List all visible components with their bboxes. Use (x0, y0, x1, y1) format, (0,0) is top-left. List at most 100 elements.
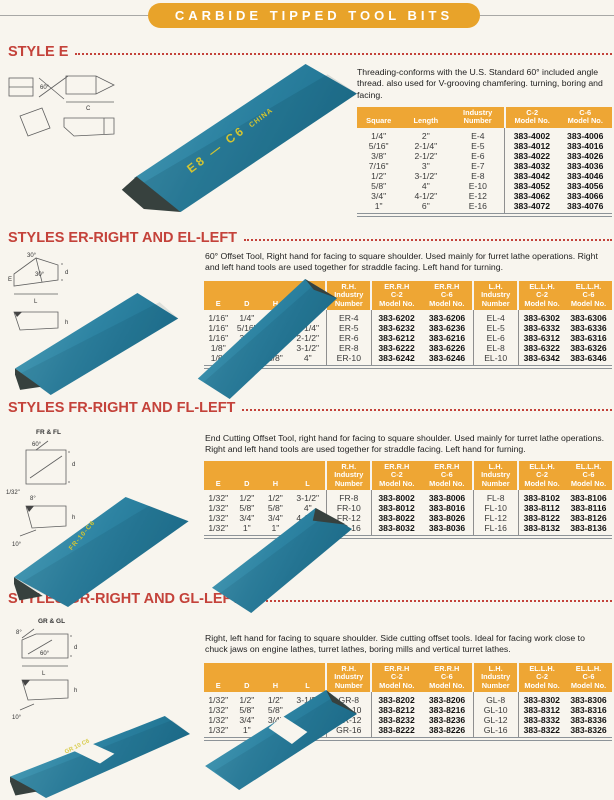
dimension-label: L (42, 671, 46, 677)
table-cell: 2" (421, 130, 430, 141)
header-row: E D H L R.H. Industry Number ER.R.H C-2 Model… (204, 461, 612, 490)
table-cell: 383-4052 (504, 180, 559, 191)
table-cell: 383-4036 (567, 160, 604, 171)
table-cell: 5/8" (267, 353, 283, 364)
spec-table-fr-fl: E D H L R.H. Industry Number ER.R.H C-2 Model… (204, 461, 612, 540)
angle-label: 10° (12, 542, 22, 548)
table-row: 1/32" 1" 1" 6" FR-16 383-8032 383-8036 FL-16 383… (204, 522, 612, 538)
er-el-diagram: 30° 30° E d L h (8, 250, 80, 346)
table-cell: ER-8 (325, 342, 372, 354)
table-cell: 383-4076 (567, 200, 604, 211)
spec-table-er-el: E D H L R.H. Industry Number ER.R.H C-2 Model… (204, 281, 612, 370)
top-view (25, 449, 67, 485)
spec-table: E D H L R.H. Industry Number ER.R.H C-2 Model… (204, 663, 612, 742)
table-cell: 3-1/2" (414, 170, 438, 181)
table-cell: 383-6212 (370, 332, 422, 343)
description-fr-fl: End Cutting Offset Tool, right hand for … (205, 433, 605, 455)
angle-label: 60° (32, 442, 42, 448)
table-row: 3/4" 4-1/2" E-12 383-4062 383-4066 (357, 190, 612, 201)
table-cell: 1/32" (208, 512, 229, 523)
table-cell: 4-1/2" (296, 512, 320, 523)
table-cell: 383-4022 (504, 150, 559, 161)
table-row: 1/4" 2" E-4 383-4002 383-4006 (357, 127, 612, 141)
table-cell: 383-8206 (428, 694, 466, 705)
table-cell: 5/8" (267, 704, 283, 715)
table-cell: GL-8 (472, 691, 519, 705)
tool-engraving: GR 10 C6 (64, 738, 91, 756)
description-style-e: Threading-conforms with the U.S. Standar… (357, 67, 603, 100)
table-row: 1/32" 3/4" 3/4" 4-1/2" GR-12 383-8232 383-8236… (204, 714, 612, 725)
table-cell: 383-6336 (570, 322, 607, 333)
tool-facet (141, 74, 357, 212)
table-cell: E-16 (468, 200, 487, 211)
table-cell: 383-6306 (570, 312, 607, 323)
table-cell: 383-8126 (570, 512, 607, 523)
style-e-diagram: 60° C (6, 70, 118, 154)
header-row: E D H L R.H. Industry Number ER.R.H C-2 Model… (204, 663, 612, 692)
table-cell: 5/8" (371, 180, 387, 191)
angle-label: 10° (12, 715, 22, 721)
table-cell: 3/4" (267, 714, 283, 725)
table-cell: 383-6332 (517, 322, 565, 333)
table-cell: 3" (421, 160, 430, 171)
table-cell: 2" (303, 312, 312, 323)
column-header: E (204, 461, 233, 490)
table-cell: 1/32" (208, 492, 229, 503)
column-header: ER.R.H C-6 Model No. (421, 461, 474, 490)
angle-label: 30° (35, 272, 45, 278)
table-cell: 1/2" (239, 342, 255, 353)
column-header: R.H. Industry Number (325, 663, 372, 692)
column-header: Length (400, 107, 452, 128)
table-cell: 383-8212 (370, 704, 422, 715)
section-heading-label: STYLES GR-RIGHT AND GL-LEFT (8, 591, 241, 607)
table-cell: 383-4046 (567, 170, 604, 181)
table-cell: GR-8 (325, 691, 372, 705)
table-cell: 6" (303, 522, 312, 533)
table-row: 1/2" 3-1/2" E-8 383-4042 383-4046 (357, 170, 612, 181)
table-cell: 1/4" (239, 312, 255, 323)
carbide-tip-mark (14, 312, 22, 317)
table-cell: E-7 (471, 160, 485, 171)
table-cell: EL-8 (472, 342, 519, 354)
table-cell: E-12 (468, 190, 487, 201)
table-cell: 383-8036 (428, 522, 466, 533)
table-cell: 383-8312 (517, 704, 565, 715)
table-cell: 1/32" (208, 502, 229, 513)
table-row: 1/16" 3/8" 3/8" 2-1/2" ER-6 383-6212 383-6216 E… (204, 332, 612, 343)
table-cell: 383-6236 (428, 322, 466, 333)
table-cell: 3/4" (239, 714, 255, 725)
table-cell: 383-8112 (517, 502, 565, 513)
table-cell: 383-4072 (504, 200, 559, 215)
table-cell: 383-8202 (370, 691, 422, 705)
header-row: Square Length Industry Number C-2 Model No.… (357, 107, 612, 128)
table-cell: 383-8302 (517, 691, 565, 705)
table-cell: 2-1/2" (414, 150, 438, 161)
table-cell: 383-6322 (517, 342, 565, 354)
table-cell: 383-6246 (428, 353, 466, 364)
table-row: 1/32" 3/4" 3/4" 4-1/2" FR-12 383-8022 383-8026… (204, 512, 612, 523)
column-header: ER.R.H C-2 Model No. (370, 461, 422, 490)
table-cell: 3-1/2" (296, 342, 320, 353)
table-cell: 4-1/2" (414, 190, 438, 201)
table-cell: 383-8232 (370, 714, 422, 725)
column-header: L.H. Industry Number (472, 663, 519, 692)
table-cell: FR-8 (325, 489, 372, 503)
table-cell: 1/32" (208, 522, 229, 533)
table-cell: FR-16 (325, 522, 372, 538)
tool-photo-gr-right: GR 10 C6 (10, 716, 190, 798)
dimension-label: h (65, 320, 68, 326)
dotted-leader (242, 408, 612, 411)
table-cell: 1/2" (267, 342, 283, 353)
table-cell: 1/32" (208, 704, 229, 715)
column-header: ER.R.H C-2 Model No. (370, 663, 422, 692)
table-row: 1/32" 1" 1" 6" GR-16 383-8222 383-8226 GL-16 383… (204, 724, 612, 740)
dimension-label: L (34, 299, 38, 305)
table-cell: 1/32" (208, 714, 229, 725)
table-cell: 6" (421, 200, 430, 211)
table-cell: 383-4016 (567, 140, 604, 151)
table-row: 3/8" 2-1/2" E-6 383-4022 383-4026 (357, 150, 612, 161)
table-cell: 5/8" (239, 353, 255, 364)
table-cell: 383-4042 (504, 170, 559, 181)
table-cell: 383-8026 (428, 512, 466, 523)
table-cell: 4" (421, 180, 430, 191)
